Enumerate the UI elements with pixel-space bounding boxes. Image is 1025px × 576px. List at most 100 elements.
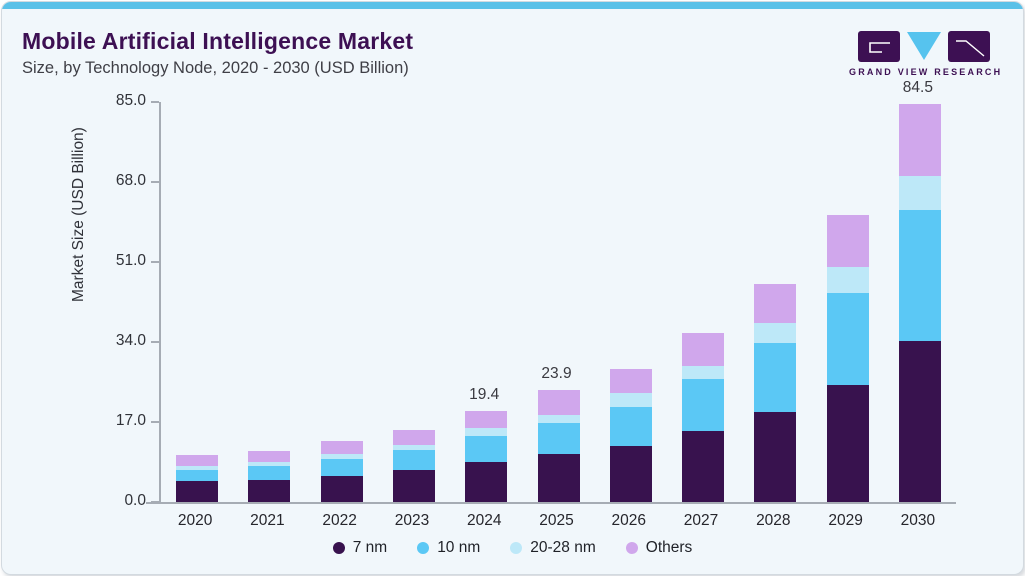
legend-item-7-nm: 7 nm xyxy=(332,539,387,557)
bar-segment-20-28-nm-2027 xyxy=(682,365,725,380)
bar-segment-others-2023 xyxy=(392,429,435,445)
bar-segment-7-nm-2022 xyxy=(320,475,363,502)
legend-dot-icon xyxy=(625,542,638,554)
bar-segment-10-nm-2028 xyxy=(754,343,797,413)
bar-segment-others-2030 xyxy=(898,104,941,177)
bar-group-2027 xyxy=(682,332,725,502)
legend-dot-icon xyxy=(510,542,523,554)
bar-group-2030 xyxy=(898,104,941,502)
bar-segment-10-nm-2021 xyxy=(248,465,291,480)
bar-segment-20-28-nm-2029 xyxy=(826,266,869,294)
y-tick-label: 17.0 xyxy=(115,412,146,429)
x-tick-label-2027: 2027 xyxy=(683,512,719,529)
x-tick-label-2024: 2024 xyxy=(466,512,502,529)
logo-letter-r-icon xyxy=(948,31,990,62)
x-tick-label-2023: 2023 xyxy=(394,512,430,529)
bar-segment-7-nm-2027 xyxy=(682,430,725,502)
bar-segment-20-28-nm-2028 xyxy=(754,323,797,344)
legend-label: 20-28 nm xyxy=(530,539,596,556)
bar-segment-7-nm-2024 xyxy=(465,462,508,502)
y-tick-label: 0.0 xyxy=(124,492,146,509)
bar-segment-10-nm-2029 xyxy=(826,293,869,385)
bar-segment-7-nm-2023 xyxy=(392,470,435,502)
x-tick-label-2028: 2028 xyxy=(756,512,791,529)
bar-segment-10-nm-2023 xyxy=(392,449,435,470)
bar-group-2020 xyxy=(176,454,219,502)
bar-segment-20-28-nm-2024 xyxy=(465,428,508,436)
bar-segment-10-nm-2022 xyxy=(320,459,363,476)
logo-wordmark: GRAND VIEW RESEARCH xyxy=(849,67,1003,77)
y-tick-label: 34.0 xyxy=(115,332,146,349)
bar-group-2026 xyxy=(609,369,652,502)
bar-group-2021 xyxy=(248,451,291,502)
x-tick-label-2020: 2020 xyxy=(177,512,213,529)
chart-legend: 7 nm 10 nm 20-28 nm Others xyxy=(2,539,1023,557)
bar-group-2022 xyxy=(320,440,363,502)
bar-segment-20-28-nm-2023 xyxy=(392,444,435,450)
bar-segment-20-28-nm-2020 xyxy=(176,466,219,470)
bar-group-2025 xyxy=(537,389,580,502)
bar-segment-7-nm-2026 xyxy=(609,445,652,502)
gvr-logo: GRAND VIEW RESEARCH xyxy=(849,31,1003,77)
page-title: Mobile Artificial Intelligence Market xyxy=(22,28,414,54)
legend-label: 10 nm xyxy=(437,539,481,556)
bar-segment-others-2024 xyxy=(465,410,508,429)
bar-segment-20-28-nm-2025 xyxy=(537,414,580,423)
x-tick-label-2030: 2030 xyxy=(900,512,936,529)
bar-segment-10-nm-2020 xyxy=(176,469,219,481)
bar-segment-20-28-nm-2026 xyxy=(609,392,652,407)
page-subtitle: Size, by Technology Node, 2020 - 2030 (U… xyxy=(22,59,409,77)
logo-triangle-icon xyxy=(907,32,941,60)
bar-segment-others-2020 xyxy=(176,454,219,467)
bar-segment-10-nm-2030 xyxy=(898,210,941,342)
legend-label: Others xyxy=(645,539,693,556)
bar-value-label-2030: 84.5 xyxy=(902,79,933,97)
bar-segment-7-nm-2030 xyxy=(898,341,941,502)
bar-segment-7-nm-2021 xyxy=(248,479,291,502)
bar-group-2023 xyxy=(392,429,435,502)
bar-segment-others-2026 xyxy=(609,369,652,393)
x-axis-extension xyxy=(146,502,159,504)
bar-segment-10-nm-2027 xyxy=(682,379,725,431)
bar-segment-others-2021 xyxy=(248,451,291,462)
bar-segment-others-2027 xyxy=(682,332,725,366)
y-tick-mark xyxy=(151,261,159,263)
x-tick-label-2029: 2029 xyxy=(828,512,863,529)
y-tick-label: 68.0 xyxy=(115,172,146,189)
y-tick-label: 85.0 xyxy=(115,92,146,109)
y-tick-mark xyxy=(151,421,159,423)
bar-segment-7-nm-2029 xyxy=(826,384,869,502)
bar-segment-20-28-nm-2022 xyxy=(320,454,363,460)
x-tick-label-2025: 2025 xyxy=(539,512,574,529)
bar-segment-7-nm-2025 xyxy=(537,453,580,502)
bar-segment-10-nm-2026 xyxy=(609,406,652,446)
bar-segment-10-nm-2024 xyxy=(465,435,508,463)
y-tick-mark xyxy=(151,501,159,503)
bar-segment-others-2028 xyxy=(754,283,797,324)
bar-value-label-2025: 23.9 xyxy=(541,364,572,382)
legend-dot-icon xyxy=(332,542,345,554)
bar-group-2024 xyxy=(465,410,508,502)
legend-item-10-nm: 10 nm xyxy=(417,539,480,557)
x-tick-label-2026: 2026 xyxy=(611,512,646,529)
bar-segment-20-28-nm-2030 xyxy=(898,176,941,211)
bar-segment-others-2025 xyxy=(537,389,580,415)
x-tick-label-2021: 2021 xyxy=(250,512,285,529)
logo-letter-g-icon xyxy=(858,31,900,62)
bar-group-2028 xyxy=(754,283,797,502)
bar-segment-20-28-nm-2021 xyxy=(248,461,291,466)
y-tick-label: 51.0 xyxy=(115,252,146,269)
x-tick-label-2022: 2022 xyxy=(322,512,357,529)
bar-segment-others-2029 xyxy=(826,214,869,267)
legend-item-others: Others xyxy=(625,539,693,557)
bar-group-2029 xyxy=(826,214,869,502)
gvr-logo-mark xyxy=(849,31,999,64)
plot-area xyxy=(159,102,956,504)
bar-segment-10-nm-2025 xyxy=(537,422,580,454)
legend-item-20-28-nm: 20-28 nm xyxy=(510,539,596,557)
bar-segment-7-nm-2020 xyxy=(176,480,219,502)
bar-value-label-2024: 19.4 xyxy=(469,385,500,403)
y-tick-mark xyxy=(151,101,159,103)
accent-top-bar xyxy=(2,2,1023,9)
